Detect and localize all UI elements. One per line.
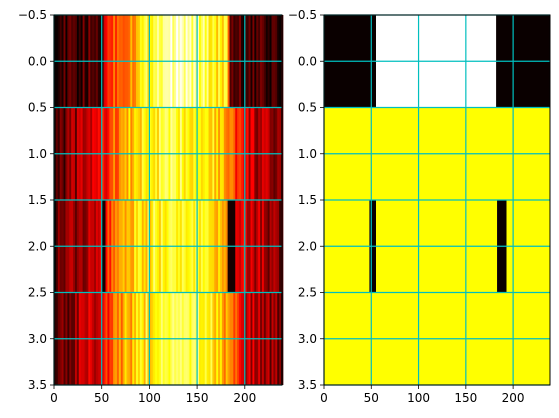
y-tick-label: 3.5 xyxy=(28,378,47,392)
y-tick-label: 1.5 xyxy=(28,193,47,207)
y-tick-label: 1.0 xyxy=(28,147,47,161)
y-tick-label: 1.0 xyxy=(298,147,317,161)
y-tick-label: 3.0 xyxy=(28,332,47,346)
y-tick-label: 2.5 xyxy=(28,286,47,300)
y-tick-label: 0.5 xyxy=(298,101,317,115)
x-tick-label: 100 xyxy=(138,391,161,405)
y-tick-label: 2.5 xyxy=(298,286,317,300)
x-tick-label: 50 xyxy=(94,391,109,405)
right-heatmap-panel: 0 50 100 150 200 −0.5 0.0 0.5 1.0 1.5 2.0 2.5 3.0 3.5 xyxy=(288,8,551,405)
x-tick-label: 50 xyxy=(364,391,379,405)
y-tick-label: −0.5 xyxy=(288,8,317,22)
x-tick-label: 0 xyxy=(50,391,58,405)
y-tick-label: 3.0 xyxy=(298,332,317,346)
x-tick-label: 150 xyxy=(454,391,477,405)
y-tick-label: 2.0 xyxy=(28,239,47,253)
x-tick-label: 150 xyxy=(186,391,209,405)
x-tick-label: 200 xyxy=(502,391,525,405)
y-tick-label: 3.5 xyxy=(298,378,317,392)
x-tick-label: 100 xyxy=(407,391,430,405)
left-heatmap-panel: 0 50 100 150 200 −0.5 0.0 0.5 1.0 1.5 2.0 2.5 3.0 3.5 xyxy=(18,8,284,405)
y-tick-label: 1.5 xyxy=(298,193,317,207)
x-tick-label: 200 xyxy=(233,391,256,405)
y-tick-label: 2.0 xyxy=(298,239,317,253)
x-tick-label: 0 xyxy=(320,391,328,405)
y-tick-label: 0.0 xyxy=(28,54,47,68)
y-tick-label: −0.5 xyxy=(18,8,47,22)
y-tick-label: 0.0 xyxy=(298,54,317,68)
y-tick-label: 0.5 xyxy=(28,101,47,115)
